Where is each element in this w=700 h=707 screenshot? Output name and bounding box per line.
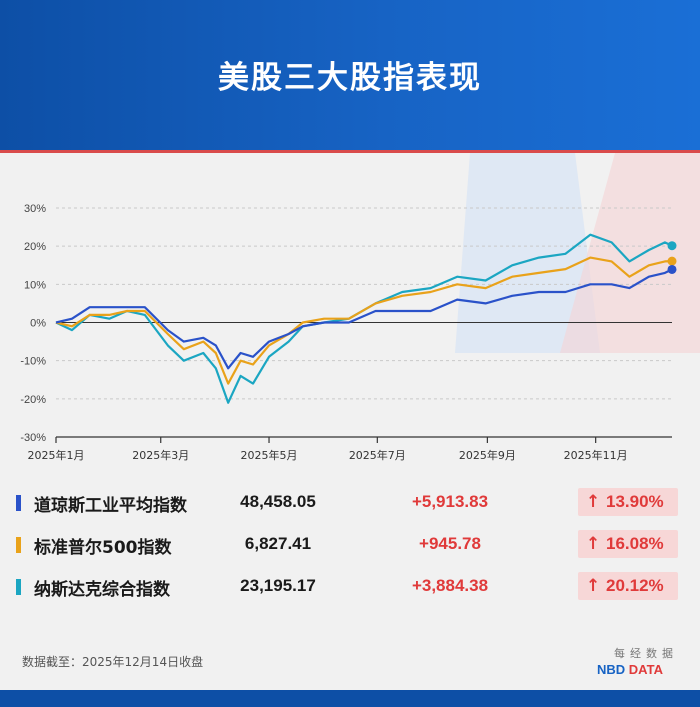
pct-badge: ↑ 13.90%: [578, 488, 678, 516]
index-change: +3,884.38: [411, 576, 489, 595]
x-tick-label: 2025年7月: [349, 448, 406, 462]
x-tick-label: 2025年9月: [459, 448, 516, 462]
up-arrow-icon: ↑: [586, 492, 601, 512]
brand-cn-label: 每经数据: [614, 647, 678, 660]
up-arrow-icon: ↑: [586, 534, 601, 554]
index-pct: 20.12%: [606, 576, 664, 595]
y-tick-label: -30%: [20, 432, 46, 444]
series-end-dot: [667, 264, 677, 274]
x-tick-label: 2025年3月: [132, 448, 189, 462]
series-line: [55, 268, 673, 370]
line-chart: 30% 20% 10% 0% -10% -20% -30% 2025年1月 2025年3月 202…: [20, 203, 677, 462]
brand-en-part2: DATA: [628, 662, 663, 677]
panel-background-decoration: [455, 153, 700, 353]
chart-panel: [0, 153, 700, 690]
index-change: +945.78: [419, 534, 481, 553]
x-tick-label: 2025年11月: [564, 448, 628, 462]
up-arrow-icon: ↑: [586, 576, 601, 596]
pct-badge: ↑ 16.08%: [578, 530, 678, 558]
data-source-note: 数据截至：2025年12月14日收盘: [22, 655, 204, 669]
index-name: 道琼斯工业平均指数: [34, 496, 187, 516]
table-row-dow: 道琼斯工业平均指数 48,458.05 +5,913.83 ↑ 13.90%: [0, 486, 700, 520]
index-value: 23,195.17: [240, 576, 316, 595]
series-line: [55, 233, 673, 404]
table-row-nasdaq: 纳斯达克综合指数 23,195.17 +3,884.38 ↑ 20.12%: [0, 570, 700, 604]
index-value: 48,458.05: [240, 492, 316, 511]
decor-blue-shape: [455, 153, 600, 353]
x-tick-label: 2025年5月: [241, 448, 298, 462]
brand-logo: NBD DATA: [597, 662, 663, 677]
index-name: 标准普尔500指数: [34, 538, 172, 558]
y-tick-label: 30%: [24, 203, 46, 215]
header-stripe: [0, 150, 700, 153]
y-tick-label: 10%: [24, 279, 46, 291]
series-line: [55, 256, 673, 385]
y-tick-label: 0%: [30, 318, 46, 330]
page-title: 美股三大股指表现: [218, 60, 482, 96]
index-pct: 13.90%: [606, 492, 664, 511]
series-color-bar-dow: [16, 495, 21, 511]
y-tick-label: -20%: [20, 394, 46, 406]
decor-red-shape: [560, 153, 700, 353]
series-end-dot: [667, 256, 677, 266]
y-tick-label: -10%: [20, 356, 46, 368]
x-tick-label: 2025年1月: [28, 448, 85, 462]
series-color-bar-sp500: [16, 537, 21, 553]
table-row-sp500: 标准普尔500指数 6,827.41 +945.78 ↑ 16.08%: [0, 528, 700, 562]
brand-en-part1: NBD: [597, 662, 626, 677]
series-color-bar-nasdaq: [16, 579, 21, 595]
y-tick-label: 20%: [24, 241, 46, 253]
header-banner: [0, 0, 700, 153]
pct-badge: ↑ 20.12%: [578, 572, 678, 600]
index-change: +5,913.83: [411, 492, 489, 511]
footer-bar: [0, 690, 700, 707]
index-name: 纳斯达克综合指数: [34, 580, 170, 600]
index-value: 6,827.41: [244, 534, 312, 553]
series-end-dot: [667, 241, 677, 251]
index-pct: 16.08%: [606, 534, 664, 553]
